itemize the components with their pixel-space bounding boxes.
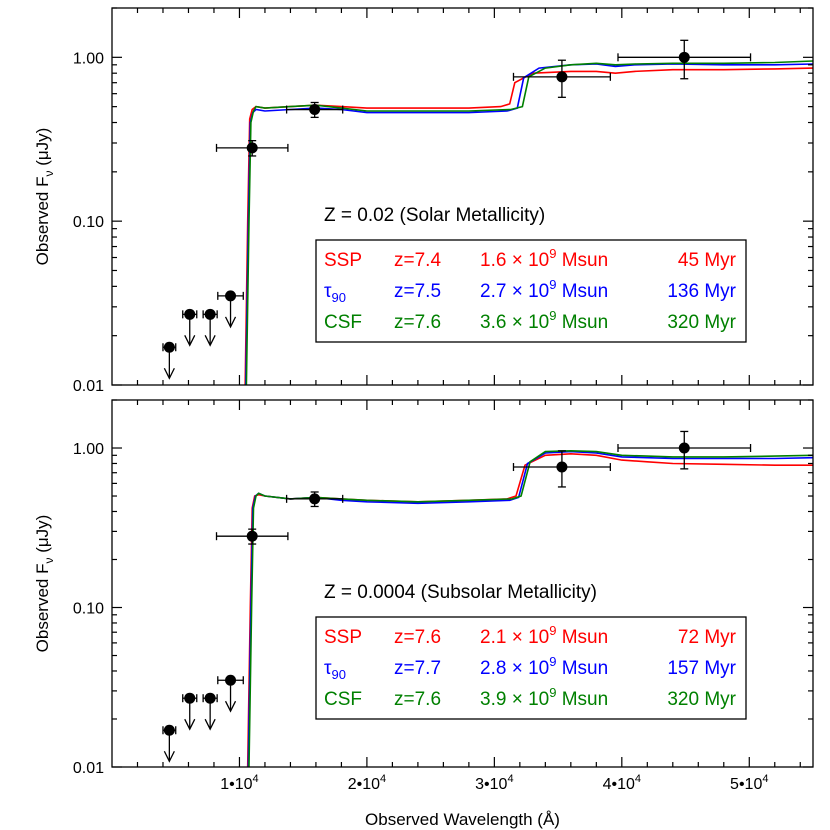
- detection-point: [617, 39, 752, 80]
- x-tick-label: 5•104: [730, 773, 768, 793]
- detection-point: [617, 430, 752, 470]
- detection-point: [285, 491, 344, 508]
- observations: [162, 430, 752, 763]
- y-axis-ticks: [112, 7, 813, 386]
- arrow-down-icon: [184, 335, 196, 347]
- legend-age: 72 Myr: [678, 627, 737, 648]
- legend-age: 320 Myr: [667, 312, 736, 333]
- upper-limit-point: [162, 724, 177, 763]
- upper-limit-point: [202, 692, 218, 731]
- chart-title: Z = 0.0004 (Subsolar Metallicity): [324, 582, 597, 603]
- legend-entry: SSP z=7.4 1.6 × 109 Msun 45 Myr: [324, 246, 737, 271]
- arrow-down-icon: [204, 335, 216, 347]
- series-line-ssp: [244, 67, 813, 385]
- legend-model-name: SSP: [324, 627, 362, 648]
- legend-mass: 1.6 × 109 Msun: [480, 246, 608, 271]
- legend-entry: SSP z=7.6 2.1 × 109 Msun 72 Myr: [324, 623, 737, 648]
- y-tick-label: 1.00: [73, 441, 104, 458]
- legend-entry: CSF z=7.6 3.9 × 109 Msun 320 Myr: [324, 685, 737, 710]
- detection-point: [285, 101, 344, 119]
- legend-model-name: τ90: [324, 281, 346, 305]
- legend-box: [315, 616, 747, 720]
- series-line-csf: [248, 449, 813, 767]
- upper-limit-point: [182, 692, 198, 731]
- panel-2: 1•104 2•104 3•104 4•104 5•104 0.01 0.10 1.00 Obs…: [33, 399, 814, 829]
- legend-mass: 3.6 × 109 Msun: [480, 308, 608, 333]
- upper-limit-point: [182, 308, 198, 347]
- legend-age: 157 Myr: [667, 658, 736, 679]
- detection-point: [512, 59, 611, 98]
- legend-model-name: SSP: [324, 250, 362, 271]
- x-axis-ticks: [136, 400, 801, 767]
- legend-mass: 2.1 × 109 Msun: [480, 623, 608, 648]
- y-tick-label: 0.10: [73, 214, 104, 231]
- y-axis-label: Observed Fν (μJy): [33, 128, 56, 266]
- arrow-down-icon: [184, 718, 196, 731]
- y-axis-label: Observed Fν (μJy): [33, 515, 56, 653]
- upper-limit-point: [217, 674, 244, 713]
- upper-limit-point: [217, 290, 244, 329]
- arrow-down-icon: [163, 750, 175, 763]
- legend-mass: 3.9 × 109 Msun: [480, 685, 608, 710]
- panel-1: 0.01 0.10 1.00 Observed Fν (μJy) Z = 0.02 (S…: [33, 7, 814, 395]
- arrow-down-icon: [204, 718, 216, 731]
- legend-age: 136 Myr: [667, 281, 736, 302]
- upper-limit-point: [202, 308, 218, 347]
- chart-title: Z = 0.02 (Solar Metallicity): [324, 205, 545, 226]
- y-tick-label: 0.01: [73, 378, 104, 395]
- x-tick-label: 3•104: [475, 773, 513, 793]
- legend-entry: τ90 z=7.5 2.7 × 109 Msun 136 Myr: [324, 277, 737, 305]
- arrow-down-icon: [163, 367, 175, 380]
- y-tick-label: 0.10: [73, 601, 104, 618]
- arrow-down-icon: [224, 700, 237, 713]
- legend: SSP z=7.4 1.6 × 109 Msun 45 Myr τ90 z=7.5 2.7 …: [315, 239, 747, 343]
- y-axis-ticks: [112, 399, 813, 768]
- legend-redshift: z=7.6: [394, 627, 441, 648]
- legend-mass: 2.8 × 109 Msun: [480, 654, 608, 679]
- observations: [162, 39, 752, 380]
- legend-entry: τ90 z=7.7 2.8 × 109 Msun 157 Myr: [324, 654, 737, 682]
- detection-point: [512, 450, 611, 488]
- plot-frame: [111, 7, 814, 386]
- legend-age: 45 Myr: [678, 250, 737, 271]
- arrow-down-icon: [224, 316, 237, 329]
- upper-limit-point: [162, 341, 177, 380]
- legend-age: 320 Myr: [667, 689, 736, 710]
- series-line-csf: [245, 60, 813, 385]
- legend-redshift: z=7.4: [394, 250, 441, 271]
- x-tick-label: 1•104: [220, 773, 258, 793]
- plot-frame: [111, 399, 814, 768]
- legend-redshift: z=7.7: [394, 658, 441, 679]
- legend: SSP z=7.6 2.1 × 109 Msun 72 Myr τ90 z=7.7 2.8 …: [315, 616, 747, 720]
- model-lines: [244, 60, 813, 385]
- y-tick-label: 1.00: [73, 50, 104, 67]
- x-axis-label: Observed Wavelength (Å): [365, 810, 560, 829]
- detection-point: [215, 140, 289, 157]
- legend-redshift: z=7.6: [394, 312, 441, 333]
- legend-box: [315, 239, 747, 343]
- x-tick-label: 2•104: [348, 773, 386, 793]
- legend-model-name: τ90: [324, 658, 346, 682]
- legend-redshift: z=7.5: [394, 281, 441, 302]
- legend-model-name: CSF: [324, 312, 362, 333]
- legend-redshift: z=7.6: [394, 689, 441, 710]
- detection-point: [215, 528, 289, 545]
- legend-entry: CSF z=7.6 3.6 × 109 Msun 320 Myr: [324, 308, 737, 333]
- x-tick-label: 4•104: [603, 773, 641, 793]
- legend-mass: 2.7 × 109 Msun: [480, 277, 608, 302]
- x-axis-ticks: [136, 8, 801, 385]
- legend-model-name: CSF: [324, 689, 362, 710]
- model-lines: [246, 449, 813, 767]
- y-tick-label: 0.01: [73, 760, 104, 777]
